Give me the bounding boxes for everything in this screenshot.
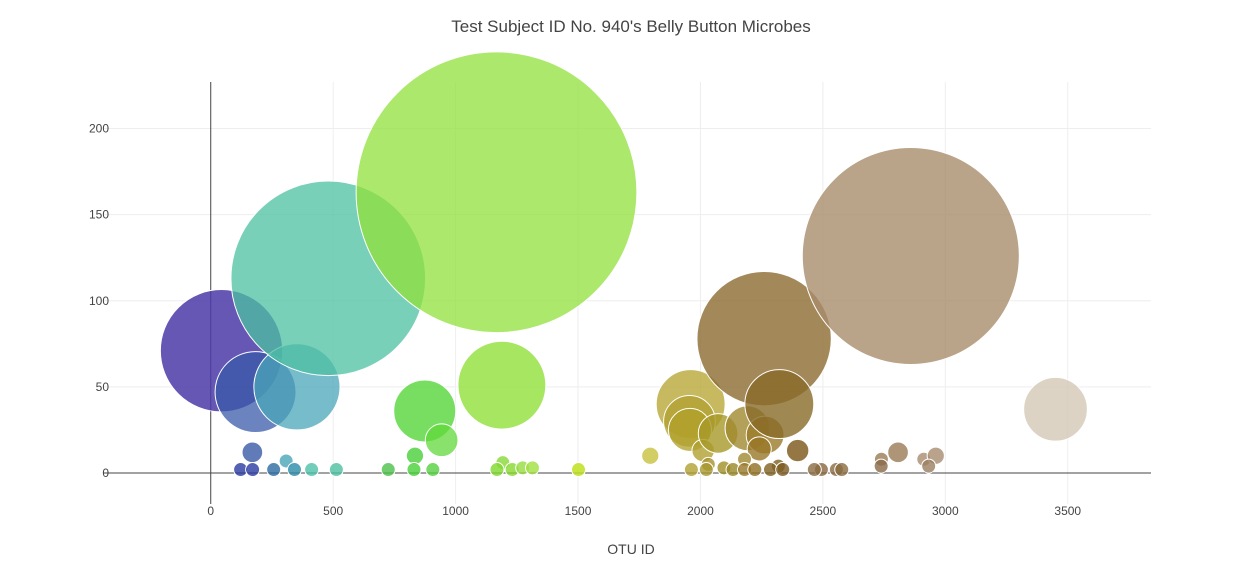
y-tick-label: 150 [89,208,109,222]
bubble-point[interactable] [405,446,425,465]
chart-title: Test Subject ID No. 940's Belly Button M… [451,17,810,36]
y-tick-label: 50 [96,380,110,394]
bubble-point[interactable] [698,462,714,478]
bubble-point[interactable] [775,462,791,478]
bubble-point[interactable] [241,441,264,464]
bubble-point[interactable] [286,462,302,478]
bubble-point[interactable] [489,462,505,478]
bubble-point[interactable] [747,462,763,478]
bubble-point[interactable] [887,441,909,464]
y-tick-label: 100 [89,294,109,308]
y-tick-label: 0 [102,466,109,480]
bubble-point[interactable] [806,462,822,478]
x-tick-label: 3500 [1054,504,1081,518]
bubble-point[interactable] [245,462,261,478]
x-tick-label: 3000 [932,504,959,518]
bubble-point[interactable] [801,146,1020,365]
bubble-point[interactable] [785,438,810,463]
bubble-point[interactable] [744,369,815,440]
bubble-point[interactable] [380,462,396,478]
x-tick-label: 0 [207,504,214,518]
bubble-point[interactable] [921,458,937,474]
bubble-point[interactable] [406,462,422,478]
x-tick-label: 2000 [687,504,714,518]
x-tick-label: 500 [323,504,343,518]
y-tick-labels: 0 50 100 150 200 [89,122,109,480]
bubble-point[interactable] [355,51,638,334]
bubble-point[interactable] [424,423,459,458]
bubbles [159,51,1088,478]
x-tick-label: 1000 [442,504,469,518]
bubble-point[interactable] [304,462,320,478]
bubble-point[interactable] [571,462,587,478]
bubble-point[interactable] [266,462,282,478]
bubble-point[interactable] [1023,376,1088,442]
bubble-point[interactable] [683,462,699,478]
x-tick-label: 1500 [565,504,592,518]
bubble-point[interactable] [746,436,772,462]
bubble-point[interactable] [328,462,344,478]
y-tick-label: 200 [89,122,109,136]
bubble-point[interactable] [457,340,547,430]
bubble-point[interactable] [524,460,540,476]
x-tick-label: 2500 [810,504,837,518]
bubble-point[interactable] [641,446,660,465]
x-tick-labels: 0 500 1000 1500 2000 2500 3000 3500 [207,504,1081,518]
bubble-point[interactable] [873,458,889,474]
x-axis-title: OTU ID [607,541,654,557]
bubble-point[interactable] [425,462,441,478]
bubble-point[interactable] [834,462,850,478]
